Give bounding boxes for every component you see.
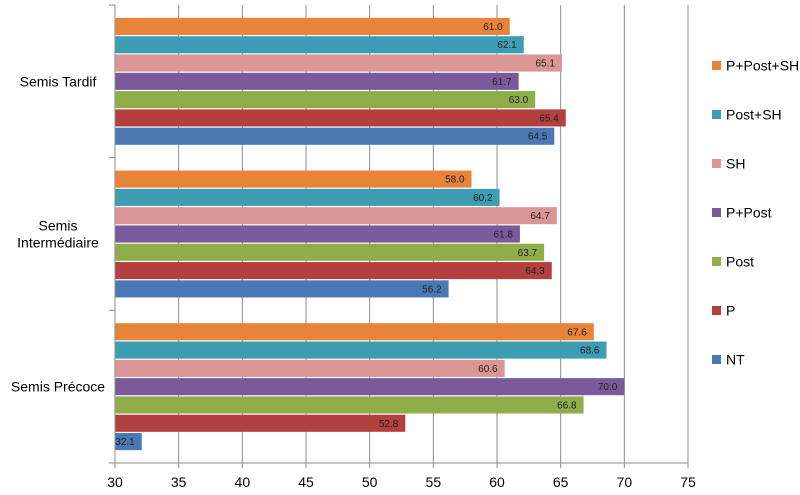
x-tick-label: 40 (235, 474, 251, 490)
data-label: 65.1 (535, 59, 555, 70)
data-label: 63.0 (509, 95, 529, 106)
category-label: Semis (39, 218, 78, 234)
data-label: 66.8 (557, 400, 577, 411)
legend: P+Post+SH Post+SH SH P+Post Post P NT (712, 58, 799, 368)
data-label: 52.8 (379, 419, 399, 430)
legend-swatch (712, 159, 721, 168)
data-label: 64.3 (525, 266, 545, 277)
category-label: Semis Précoce (11, 379, 105, 395)
x-tick-label: 60 (489, 474, 505, 490)
legend-swatch (712, 110, 721, 119)
x-tick-label: 50 (362, 474, 378, 490)
bar-post-sh (115, 188, 500, 206)
category-label: Intermédiaire (17, 235, 99, 251)
bar-p (115, 109, 566, 127)
bar-nt (115, 433, 142, 451)
x-tick-label: 65 (553, 474, 569, 490)
legend-swatch (712, 355, 721, 364)
legend-label: NT (726, 352, 745, 368)
x-tick-label: 30 (107, 474, 123, 490)
legend-label: Post+SH (726, 107, 782, 123)
data-label: 61.0 (483, 22, 503, 33)
bar-post-sh (115, 36, 524, 54)
data-label: 67.6 (567, 327, 587, 338)
data-label: 68.6 (580, 346, 600, 357)
x-tick-label: 75 (680, 474, 696, 490)
bar-sh (115, 359, 505, 377)
data-label: 63.7 (518, 248, 538, 259)
legend-label: P+Post (726, 205, 772, 221)
bar-p (115, 414, 406, 432)
data-label: 70.0 (598, 382, 618, 393)
data-label: 62.1 (497, 40, 517, 51)
bar-post (115, 91, 536, 109)
data-label: 32.1 (115, 437, 135, 448)
bar-p-post-sh (115, 17, 510, 35)
x-tick-label: 45 (298, 474, 314, 490)
data-label: 60.2 (473, 193, 493, 204)
bar-p-post-sh (115, 323, 594, 341)
legend-swatch (712, 61, 721, 70)
data-label: 65.4 (539, 113, 559, 124)
data-label: 60.6 (478, 364, 498, 375)
legend-label: P (726, 303, 735, 319)
legend-swatch (712, 306, 721, 315)
data-label: 56.2 (422, 284, 442, 295)
data-label: 64.5 (528, 132, 548, 143)
x-tick-label: 35 (171, 474, 187, 490)
bar-sh (115, 54, 562, 72)
x-tick-label: 55 (426, 474, 442, 490)
bar-sh (115, 207, 557, 225)
data-label: 61.8 (493, 230, 513, 241)
bars: 61.0 62.1 65.1 61.7 63.0 65.4 64.5 58.0 60.2 64.7… (115, 17, 625, 451)
x-tick-label: 70 (617, 474, 633, 490)
bar-post-sh (115, 341, 607, 359)
legend-label: SH (726, 156, 745, 172)
bar-p-post (115, 378, 625, 396)
bar-nt (115, 280, 449, 298)
legend-label: Post (726, 254, 754, 270)
bar-post (115, 396, 584, 414)
data-label: 64.7 (530, 211, 550, 222)
bar-nt (115, 127, 555, 145)
bar-p (115, 262, 552, 280)
bar-post (115, 243, 545, 261)
bar-p-post-sh (115, 170, 472, 188)
data-label: 61.7 (492, 77, 512, 88)
legend-label: P+Post+SH (726, 58, 799, 74)
data-label: 58.0 (445, 175, 465, 186)
bar-p-post (115, 72, 519, 90)
bar-p-post (115, 225, 520, 243)
legend-swatch (712, 208, 721, 217)
legend-swatch (712, 257, 721, 266)
category-label: Semis Tardif (20, 73, 97, 89)
